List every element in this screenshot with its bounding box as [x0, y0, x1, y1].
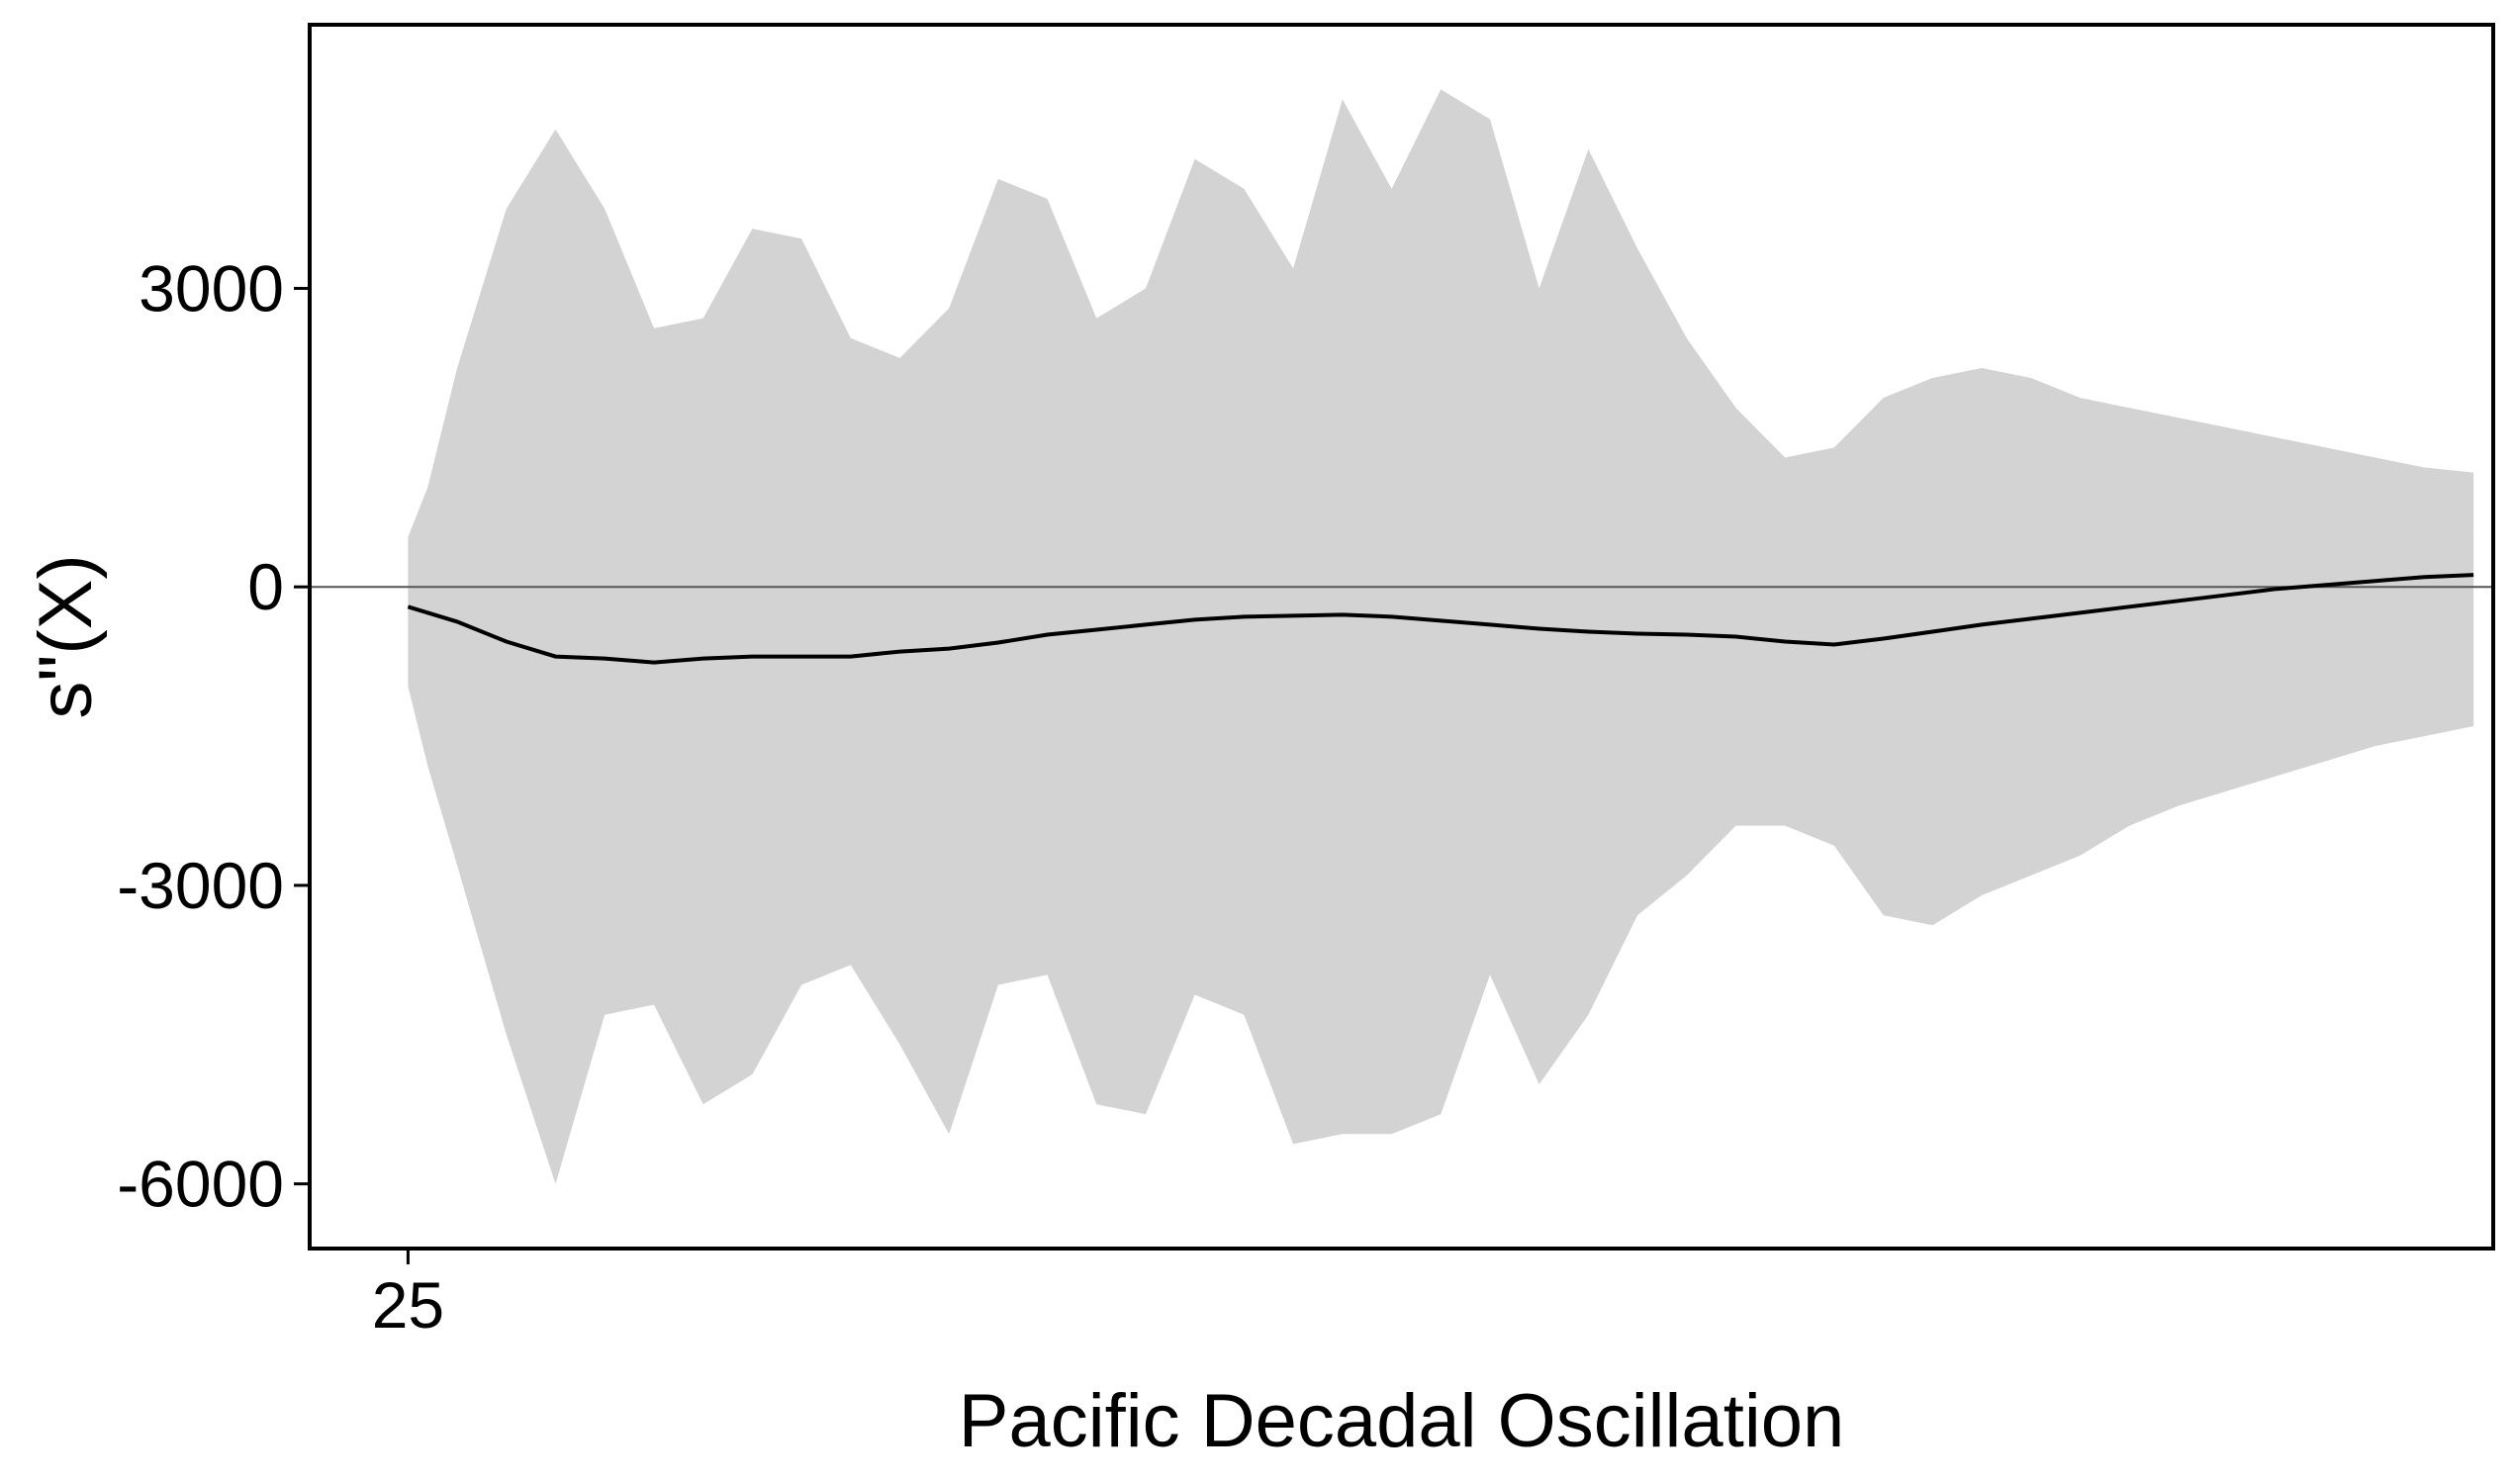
y-tick-label: 0 [247, 550, 284, 623]
confidence-band [408, 89, 2474, 1184]
y-tick-label: -6000 [117, 1148, 284, 1221]
x-tick-label: 25 [372, 1268, 444, 1342]
y-axis-title: s"(X) [24, 554, 108, 718]
y-axis: 3000 0 -3000 -6000 [117, 252, 310, 1221]
y-tick-label: 3000 [139, 252, 284, 325]
x-axis: 25 [372, 1249, 444, 1342]
confidence-band-layer [408, 89, 2474, 1184]
x-axis-title: Pacific Decadal Oscillation [959, 1379, 1845, 1463]
estimate-line [407, 573, 2474, 665]
y-tick-label: -3000 [117, 849, 284, 922]
plot-panel-border [308, 23, 2495, 1251]
